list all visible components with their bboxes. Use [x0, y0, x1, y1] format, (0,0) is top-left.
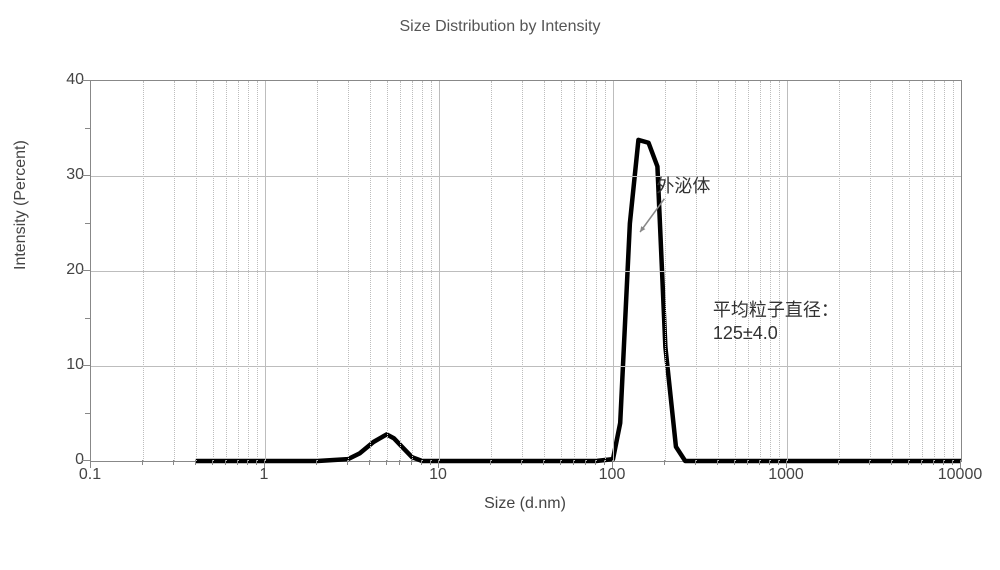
x-tick-minor — [891, 460, 892, 465]
x-tick-minor — [759, 460, 760, 465]
y-axis-label: Intensity (Percent) — [12, 140, 30, 270]
x-tick-major — [786, 460, 787, 468]
x-tick-minor — [521, 460, 522, 465]
x-tick-label: 10 — [429, 466, 447, 484]
x-tick-major — [438, 460, 439, 468]
x-axis-label: Size (d.nm) — [90, 495, 960, 513]
x-tick-minor — [952, 460, 953, 465]
x-tick-minor — [490, 460, 491, 465]
x-tick-major — [264, 460, 265, 468]
x-tick-label: 0.1 — [79, 466, 101, 484]
x-tick-minor — [399, 460, 400, 465]
x-tick-minor — [225, 460, 226, 465]
x-tick-major — [960, 460, 961, 468]
x-tick-minor — [173, 460, 174, 465]
annotation-text: 平均粒子直径：125±4.0 — [713, 299, 839, 346]
x-tick-minor — [664, 460, 665, 465]
x-tick-minor — [543, 460, 544, 465]
x-tick-minor — [573, 460, 574, 465]
x-tick-label: 10000 — [938, 466, 983, 484]
x-tick-minor — [316, 460, 317, 465]
x-tick-minor — [604, 460, 605, 465]
annotation-arrow — [90, 80, 960, 460]
x-tick-major — [90, 460, 91, 468]
y-tick-major — [82, 175, 90, 176]
x-tick-minor — [411, 460, 412, 465]
x-tick-minor — [347, 460, 348, 465]
x-tick-minor — [386, 460, 387, 465]
x-tick-minor — [778, 460, 779, 465]
x-tick-minor — [421, 460, 422, 465]
x-tick-minor — [369, 460, 370, 465]
x-tick-minor — [734, 460, 735, 465]
y-tick-major — [82, 365, 90, 366]
x-tick-minor — [869, 460, 870, 465]
x-tick-minor — [747, 460, 748, 465]
y-tick-major — [82, 80, 90, 81]
x-tick-minor — [142, 460, 143, 465]
x-tick-major — [612, 460, 613, 468]
x-tick-minor — [560, 460, 561, 465]
x-tick-minor — [908, 460, 909, 465]
x-tick-minor — [237, 460, 238, 465]
x-tick-minor — [921, 460, 922, 465]
x-tick-minor — [717, 460, 718, 465]
x-tick-label: 1 — [260, 466, 269, 484]
x-tick-minor — [256, 460, 257, 465]
x-tick-minor — [933, 460, 934, 465]
x-tick-minor — [585, 460, 586, 465]
x-tick-minor — [943, 460, 944, 465]
x-tick-minor — [695, 460, 696, 465]
y-tick-major — [82, 270, 90, 271]
y-tick-major — [82, 460, 90, 461]
x-tick-minor — [595, 460, 596, 465]
x-tick-minor — [247, 460, 248, 465]
chart-title: Size Distribution by Intensity — [0, 18, 1000, 36]
x-tick-minor — [195, 460, 196, 465]
x-tick-minor — [430, 460, 431, 465]
x-tick-label: 1000 — [768, 466, 804, 484]
x-tick-minor — [769, 460, 770, 465]
x-tick-label: 100 — [599, 466, 626, 484]
x-tick-minor — [212, 460, 213, 465]
x-tick-minor — [838, 460, 839, 465]
chart-container: Size Distribution by Intensity Intensity… — [0, 0, 1000, 570]
